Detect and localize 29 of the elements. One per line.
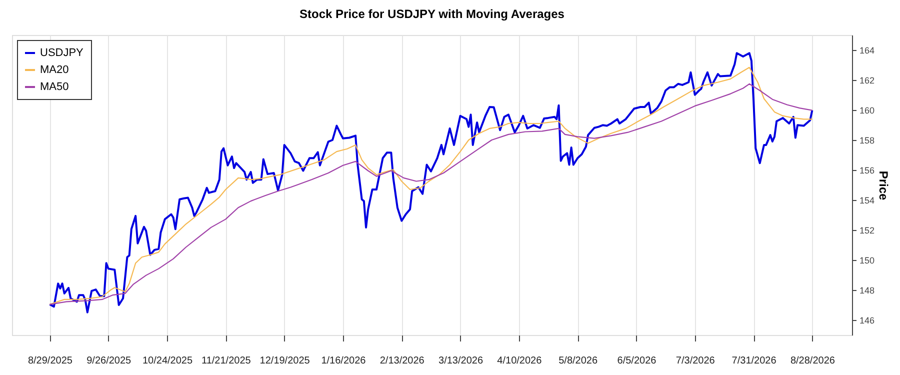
y-tick-label: 154 [860, 196, 875, 206]
y-tick-label: 148 [860, 286, 875, 296]
y-axis-title: Price [876, 170, 891, 200]
x-tick-label: 10/24/2025 [142, 356, 193, 366]
x-tick-label: 7/31/2026 [732, 356, 777, 366]
y-tick-label: 150 [860, 256, 875, 266]
y-tick-label: 146 [860, 316, 875, 326]
x-tick-label: 1/16/2026 [321, 356, 366, 366]
y-tick-label: 160 [860, 106, 875, 116]
x-tick-label: 8/29/2025 [28, 356, 73, 366]
legend-label: MA50 [40, 81, 69, 93]
x-tick-label: 3/13/2026 [438, 356, 484, 366]
x-tick-label: 4/10/2026 [497, 356, 542, 366]
x-tick-label: 9/26/2025 [86, 356, 132, 366]
x-tick-label: 5/8/2026 [558, 356, 598, 366]
y-tick-label: 156 [860, 166, 875, 176]
legend-label: MA20 [40, 64, 69, 76]
x-tick-label: 11/21/2025 [202, 356, 252, 366]
x-tick-label: 2/13/2026 [380, 356, 425, 366]
legend-label: USDJPY [40, 47, 84, 59]
chart-title: Stock Price for USDJPY with Moving Averages [300, 7, 565, 21]
y-tick-label: 158 [860, 136, 875, 146]
x-tick-label: 6/5/2026 [617, 356, 657, 366]
x-tick-label: 7/3/2026 [676, 356, 716, 366]
y-tick-label: 162 [860, 76, 875, 86]
x-tick-label: 12/19/2025 [260, 356, 310, 366]
x-tick-label: 8/28/2026 [790, 356, 836, 366]
y-tick-label: 152 [860, 226, 875, 236]
y-tick-label: 164 [860, 46, 875, 56]
